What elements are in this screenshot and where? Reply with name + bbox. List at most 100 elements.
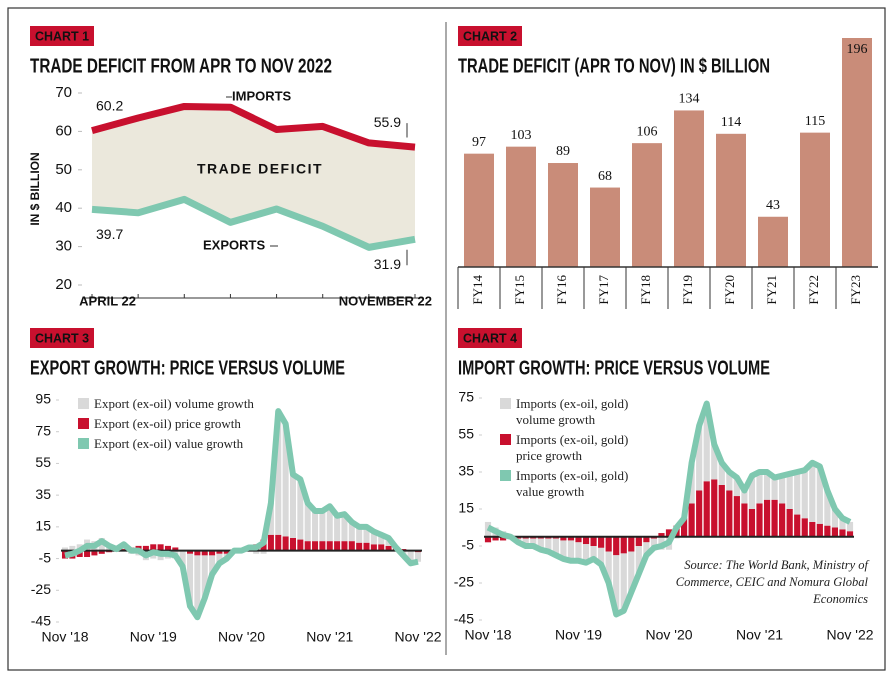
bar [809,462,816,522]
bar [643,542,650,556]
bar [253,550,260,554]
value-label: 134 [679,92,700,107]
value-label: 106 [637,124,658,139]
bar [635,536,642,546]
bar [319,541,326,551]
bar [506,146,536,267]
x-tick-label: FY17 [596,275,611,305]
y-tick-label: 50 [55,161,72,178]
bar [179,550,186,567]
legend-swatch [500,398,511,409]
bar [312,541,319,551]
legend-swatch [500,434,511,445]
legend-swatch [78,438,89,449]
bar [282,536,289,551]
legend-label: Export (ex-oil) value growth [94,436,244,451]
bar [370,544,377,551]
legend-item: Imports (ex-oil, gold) price growth [500,432,650,464]
bar [628,536,635,552]
bar [385,545,392,551]
x-tick-label: FY18 [638,275,653,305]
bar [575,536,582,543]
y-tick-label: 95 [35,391,51,407]
bar [726,472,733,491]
bar [567,536,575,541]
y-tick-label: -25 [31,581,51,597]
value-label: 68 [598,169,612,184]
bar [552,538,559,556]
bar [816,466,823,524]
value-label: 39.7 [96,226,123,242]
y-tick-label: 75 [458,389,474,405]
chart-label: CHART 2 [463,28,517,43]
bar [216,550,223,554]
y-tick-label: 35 [458,463,474,479]
x-tick-label: NOVEMBER 22 [339,293,432,308]
bar [326,506,333,542]
bar [632,143,662,267]
bar [824,490,831,526]
source: Source: The World Bank, Ministry of Comm… [675,558,868,606]
bar [816,523,823,537]
series-name: IMPORTS [232,88,292,103]
bar [464,153,494,267]
bar [142,545,149,551]
x-tick-label: FY21 [764,275,779,305]
bar [688,503,695,537]
legend-label: Imports (ex-oil, gold) value growth [516,468,629,499]
bar [831,527,839,537]
y-tick-label: 30 [55,238,72,255]
bar [665,529,673,537]
x-tick-label: Nov '22 [394,629,441,645]
bar [800,132,830,267]
bar [839,529,846,537]
bar [537,538,544,550]
bar [786,509,793,537]
bar [741,503,748,537]
legend-label: Imports (ex-oil, gold) volume growth [516,396,629,427]
value-label: 55.9 [374,114,401,130]
bar [216,553,223,564]
bar [733,477,740,497]
bar [201,550,208,556]
y-tick-label: -25 [454,574,474,590]
y-tick-label: 55 [35,454,51,470]
bar [201,555,208,599]
legend-item: Export (ex-oil) volume growth [78,396,288,412]
bar [771,499,778,537]
bar [356,542,363,551]
bar [209,555,216,575]
bar [605,536,612,552]
bar [492,536,499,541]
bar [756,503,763,537]
chart-label: CHART 4 [463,330,518,345]
chart-label-box [458,26,522,46]
bar [771,477,778,500]
x-tick-label: Nov '18 [41,629,88,645]
value-label: 89 [556,144,570,159]
legend: Imports (ex-oil, gold) volume growth Impo… [500,396,650,504]
bar [763,499,771,537]
value-label: 103 [511,128,532,143]
bar [741,490,748,504]
bar [786,473,793,509]
bar [194,555,201,618]
y-tick-label: 70 [55,84,72,101]
x-tick-label: Nov '21 [306,629,353,645]
bar [809,521,816,537]
bar [582,536,590,545]
bar [363,526,370,543]
bar [319,511,326,542]
legend-swatch [78,418,89,429]
bar [545,538,552,552]
bar [356,526,363,543]
bar [650,538,658,548]
bar [289,474,296,538]
bar [839,518,846,530]
y-tick-label: 75 [35,422,51,438]
frame [7,7,886,671]
bar [484,536,492,543]
bar [282,423,289,537]
value-label: 196 [847,42,868,57]
